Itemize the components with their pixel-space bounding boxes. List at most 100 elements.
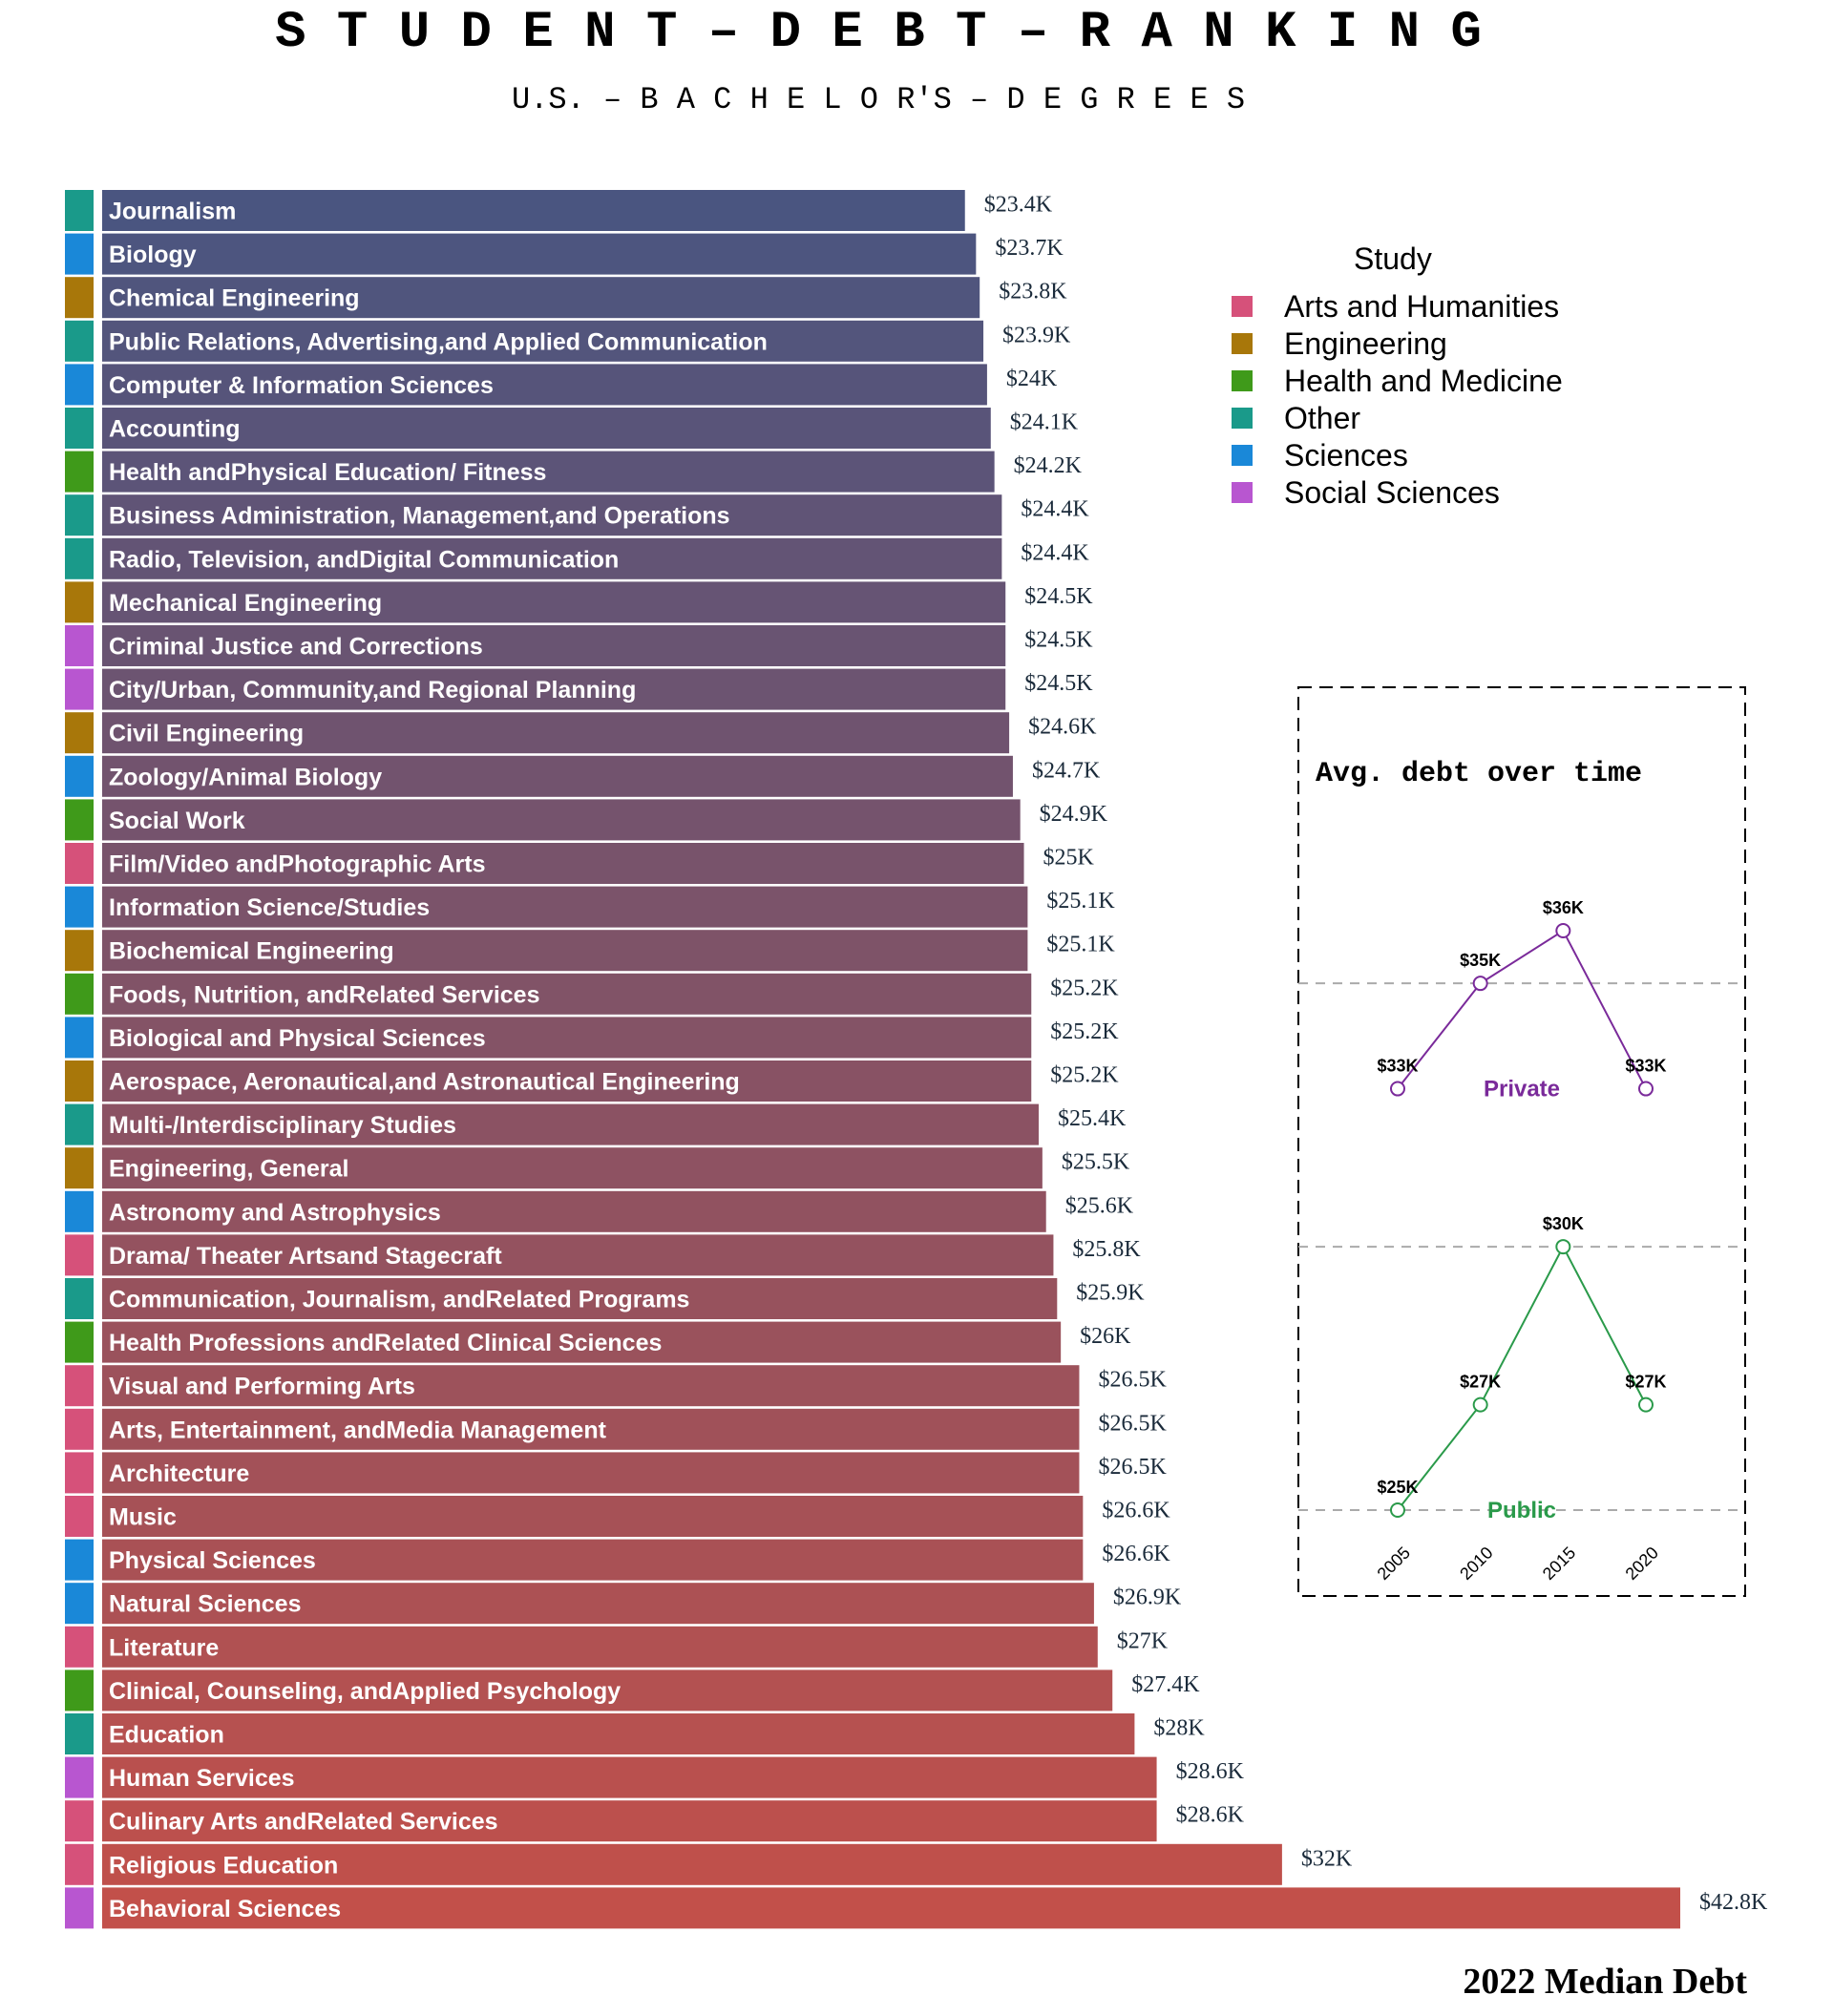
value-label: $27K <box>1117 1628 1169 1653</box>
bar <box>102 886 1028 928</box>
bar <box>102 1060 1032 1102</box>
category-strip <box>65 408 94 449</box>
bar-label: Aerospace, Aeronautical,and Astronautica… <box>109 1069 740 1096</box>
bar <box>102 755 1013 797</box>
bar-label: Accounting <box>109 416 241 443</box>
data-point <box>1555 923 1571 938</box>
bar <box>102 930 1028 972</box>
category-strip <box>65 1365 94 1407</box>
value-label: $25.8K <box>1072 1237 1141 1262</box>
bar <box>102 1017 1032 1059</box>
bar-label: Engineering, General <box>109 1156 348 1183</box>
bar-label: Literature <box>109 1634 219 1661</box>
category-strip <box>65 1321 94 1363</box>
category-strip <box>65 843 94 884</box>
bar-label: Biology <box>109 242 197 268</box>
bar-label: Visual and Performing Arts <box>109 1374 415 1400</box>
inset-title: Avg. debt over time <box>1316 758 1642 790</box>
category-strip <box>65 537 94 579</box>
category-strip <box>65 1060 94 1102</box>
bar-label: Human Services <box>109 1765 295 1792</box>
value-label: $28.6K <box>1176 1803 1245 1828</box>
bar-label: Radio, Television, andDigital Communicat… <box>109 546 619 573</box>
category-strip <box>65 625 94 666</box>
category-strip <box>65 755 94 797</box>
data-point <box>1390 1502 1405 1518</box>
category-strip <box>65 1147 94 1189</box>
bar-label: Zoology/Animal Biology <box>109 764 382 790</box>
category-strip <box>65 930 94 972</box>
value-label: $42.8K <box>1699 1890 1768 1915</box>
bar-label: Natural Sciences <box>109 1591 302 1618</box>
legend-item: Sciences <box>1284 438 1408 472</box>
bar-label: Health Professions andRelated Clinical S… <box>109 1330 662 1356</box>
bar <box>102 1408 1080 1450</box>
value-label: $28K <box>1153 1716 1205 1741</box>
legend-swatch <box>1232 296 1253 317</box>
data-point <box>1555 1239 1571 1255</box>
bar-label: Culinary Arts andRelated Services <box>109 1809 498 1836</box>
category-strip <box>65 1713 94 1754</box>
bar-label: Architecture <box>109 1460 249 1487</box>
bar <box>102 973 1032 1015</box>
value-label: $24K <box>1006 367 1058 391</box>
bar-label: Mechanical Engineering <box>109 590 382 617</box>
bar-label: Journalism <box>109 199 236 225</box>
value-label: $25.2K <box>1050 976 1119 1000</box>
point-label: $33K <box>1377 1057 1418 1076</box>
category-strip <box>65 1234 94 1276</box>
bar <box>102 1887 1680 1929</box>
value-label: $26.5K <box>1098 1368 1167 1393</box>
bars-layer: Journalism $23.4K Biology $23.7K Chemical En… <box>65 190 1768 1929</box>
bar-label: Biochemical Engineering <box>109 938 394 965</box>
bar-label: Business Administration, Management,and … <box>109 503 730 530</box>
value-label: $23.7K <box>995 236 1064 261</box>
bar-label: Health andPhysical Education/ Fitness <box>109 459 546 486</box>
x-tick-label: 2015 <box>1539 1544 1579 1584</box>
category-strip <box>65 1626 94 1668</box>
value-label: $24.7K <box>1032 758 1101 783</box>
value-label: $25.4K <box>1058 1106 1127 1131</box>
value-label: $26.9K <box>1113 1586 1182 1610</box>
bar-label: Social Work <box>109 808 245 834</box>
value-label: $25.6K <box>1065 1193 1134 1218</box>
category-strip <box>65 1887 94 1929</box>
legend-item: Other <box>1284 401 1360 435</box>
bar-label: Film/Video andPhotographic Arts <box>109 851 485 878</box>
bar-label: City/Urban, Community,and Regional Plann… <box>109 677 636 704</box>
category-strip <box>65 581 94 623</box>
value-label: $26K <box>1080 1324 1131 1349</box>
bar <box>102 1190 1046 1232</box>
value-label: $26.5K <box>1098 1455 1167 1480</box>
bar-label: Education <box>109 1722 224 1749</box>
chart-subtitle: U.S. – B A C H E L O R'S – D E G R E E S <box>511 82 1246 117</box>
value-label: $24.5K <box>1024 628 1093 653</box>
bar <box>102 190 965 231</box>
value-label: $24.2K <box>1014 453 1083 478</box>
point-label: $25K <box>1377 1478 1418 1497</box>
legend-item: Engineering <box>1284 326 1447 361</box>
point-label: $27K <box>1460 1373 1501 1392</box>
category-strip <box>65 1843 94 1885</box>
chart-title: S T U D E N T – D E B T – R A N K I N G <box>275 4 1482 62</box>
legend-swatch <box>1232 408 1253 429</box>
legend-swatch <box>1232 482 1253 503</box>
bar <box>102 1321 1062 1363</box>
bar-label: Multi-/Interdisciplinary Studies <box>109 1112 456 1139</box>
bar <box>102 1278 1058 1319</box>
bar-label: Computer & Information Sciences <box>109 372 494 399</box>
value-label: $25.2K <box>1050 1063 1119 1088</box>
series-label: Private <box>1484 1077 1560 1102</box>
category-strip <box>65 799 94 841</box>
bar-label: Criminal Justice and Corrections <box>109 634 483 661</box>
point-label: $27K <box>1625 1373 1666 1392</box>
bar <box>102 1452 1080 1494</box>
category-strip <box>65 668 94 710</box>
bar <box>102 1843 1282 1885</box>
data-point <box>1638 1081 1654 1097</box>
point-label: $33K <box>1625 1057 1666 1076</box>
value-label: $27.4K <box>1131 1672 1200 1697</box>
bar <box>102 1583 1094 1625</box>
bar <box>102 1234 1054 1276</box>
